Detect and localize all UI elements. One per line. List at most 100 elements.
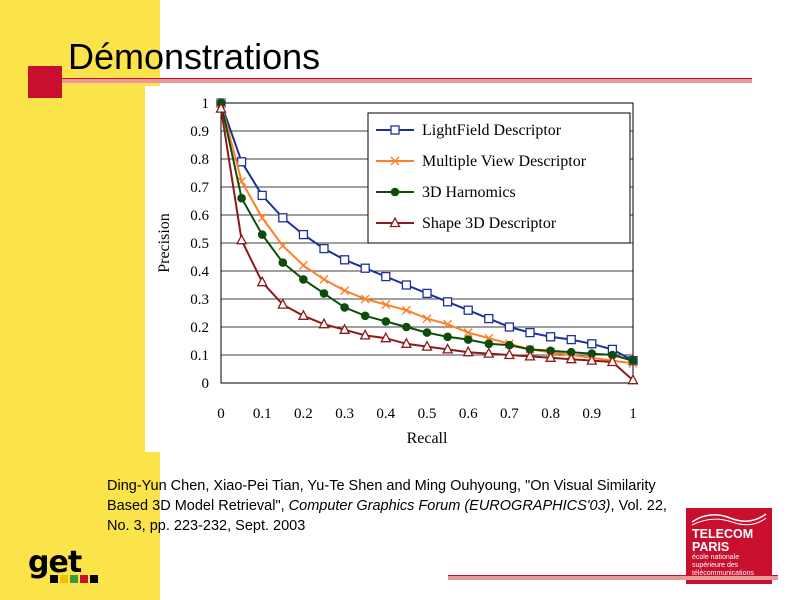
data-point xyxy=(484,313,494,324)
x-tick-label: 0.3 xyxy=(335,406,354,422)
x-tick-label: 0.4 xyxy=(376,406,395,422)
y-tick-label: 0.8 xyxy=(190,152,209,168)
data-point xyxy=(463,305,473,315)
bottom-rule xyxy=(448,575,778,580)
data-point xyxy=(236,157,247,167)
legend-label: Shape 3D Descriptor xyxy=(422,215,557,232)
x-tick-label: 0.8 xyxy=(541,406,560,422)
data-point xyxy=(525,327,535,338)
data-point xyxy=(401,305,411,315)
data-point xyxy=(565,352,577,364)
data-point xyxy=(400,337,412,348)
y-tick-label: 0.6 xyxy=(190,208,209,224)
data-point xyxy=(359,329,371,340)
get-logo: get xyxy=(28,545,98,587)
data-point xyxy=(360,263,370,273)
legend-box xyxy=(367,112,631,244)
data-point xyxy=(278,241,288,251)
data-point xyxy=(483,347,495,358)
data-point xyxy=(278,258,288,267)
series-4 xyxy=(215,102,639,385)
citation-authors-title: Ding-Yun Chen, Xiao-Pei Tian, Yu-Te Shen… xyxy=(107,478,656,514)
y-tick-label: 0.7 xyxy=(190,180,209,196)
get-logo-bars xyxy=(50,575,98,583)
data-point xyxy=(339,323,351,334)
data-point xyxy=(422,288,432,299)
x-tick-label: 0.2 xyxy=(294,406,313,422)
data-point xyxy=(319,243,329,254)
data-point xyxy=(421,340,433,351)
citation: Ding-Yun Chen, Xiao-Pei Tian, Yu-Te Shen… xyxy=(107,476,667,536)
data-point xyxy=(628,356,638,365)
x-tick-label: 1 xyxy=(629,406,637,422)
y-axis-label: Precision xyxy=(156,213,173,273)
citation-details: , Vol. 22, No. 3, pp. 223-232, Sept. 200… xyxy=(107,498,667,534)
data-point xyxy=(422,314,432,324)
data-point xyxy=(442,343,454,354)
data-point xyxy=(298,260,308,270)
data-point xyxy=(402,322,411,332)
legend-swatch-marker xyxy=(389,216,401,228)
data-point xyxy=(278,213,288,223)
data-point xyxy=(442,297,453,307)
precision-recall-chart: 0 0.1 0.2 0.3 0.4 0.5 0.6 0.7 0.8 0.9 1 0 0.1 0.2 0.3 0… xyxy=(156,96,639,447)
x-tick-label: 0.6 xyxy=(459,406,478,422)
data-point xyxy=(298,229,309,240)
data-point xyxy=(586,354,598,365)
data-point xyxy=(360,294,370,304)
telecom-subtitle: école nationale supérieure des télécommu… xyxy=(692,554,754,577)
x-tick-label: 0.1 xyxy=(253,406,272,422)
data-point xyxy=(215,102,227,113)
data-point xyxy=(277,298,289,309)
get-logo-text: get xyxy=(28,545,82,580)
data-point xyxy=(504,322,515,332)
axis-layer: 0 0.1 0.2 0.3 0.4 0.5 0.6 0.7 0.8 0.9 1 0 0.1 0.2 0.3 0… xyxy=(156,96,637,447)
telecom-paris-logo: TELECOM PARIS école nationale supérieure… xyxy=(686,508,772,584)
y-tick-label: 0.3 xyxy=(190,292,209,308)
x-tick-label: 0 xyxy=(217,406,225,422)
legend-swatch-marker xyxy=(390,156,400,166)
data-point xyxy=(463,335,473,344)
y-tick-label: 0.2 xyxy=(190,320,209,336)
legend: LightField Descriptor Multiple View Descr… xyxy=(367,112,631,244)
data-point xyxy=(606,355,618,367)
y-tick-label: 0.4 xyxy=(190,264,209,280)
title-bullet-square xyxy=(28,66,62,98)
data-point xyxy=(360,311,370,321)
title-underline xyxy=(62,78,752,83)
y-tick-label: 0.1 xyxy=(190,348,209,364)
data-point xyxy=(340,303,349,312)
data-point xyxy=(587,339,597,349)
legend-label: Multiple View Descriptor xyxy=(422,153,587,170)
data-point xyxy=(422,328,432,337)
chart-area: 0 0.1 0.2 0.3 0.4 0.5 0.6 0.7 0.8 0.9 1 0 0.1 0.2 0.3 0… xyxy=(145,86,650,452)
legend-entry: LightField Descriptor xyxy=(376,122,562,139)
data-point xyxy=(236,233,248,245)
data-point xyxy=(257,213,267,223)
data-point xyxy=(257,230,267,239)
legend-swatch-marker xyxy=(390,187,400,197)
citation-journal: Computer Graphics Forum (EUROGRAPHICS'03… xyxy=(288,498,611,514)
y-tick-label: 0.9 xyxy=(190,124,209,140)
legend-entry: Shape 3D Descriptor xyxy=(376,215,557,232)
y-tick-label: 0 xyxy=(202,376,210,392)
data-point xyxy=(380,331,392,343)
data-point xyxy=(545,332,556,342)
data-point xyxy=(381,271,391,282)
data-point xyxy=(462,345,474,357)
data-point xyxy=(256,275,268,287)
legend-entry: Multiple View Descriptor xyxy=(376,153,587,170)
data-point xyxy=(237,193,246,203)
y-tick-label: 0.5 xyxy=(190,236,209,252)
data-point xyxy=(443,332,452,342)
data-point xyxy=(339,255,350,265)
data-point xyxy=(627,373,639,385)
telecom-name: TELECOM PARIS xyxy=(692,527,754,554)
legend-label: LightField Descriptor xyxy=(422,122,562,139)
y-tick-label: 1 xyxy=(202,96,210,112)
series-layer xyxy=(215,98,639,385)
data-point xyxy=(381,300,391,310)
x-tick-label: 0.7 xyxy=(500,406,519,422)
data-point xyxy=(319,274,329,284)
slide-title: Démonstrations xyxy=(68,36,321,77)
